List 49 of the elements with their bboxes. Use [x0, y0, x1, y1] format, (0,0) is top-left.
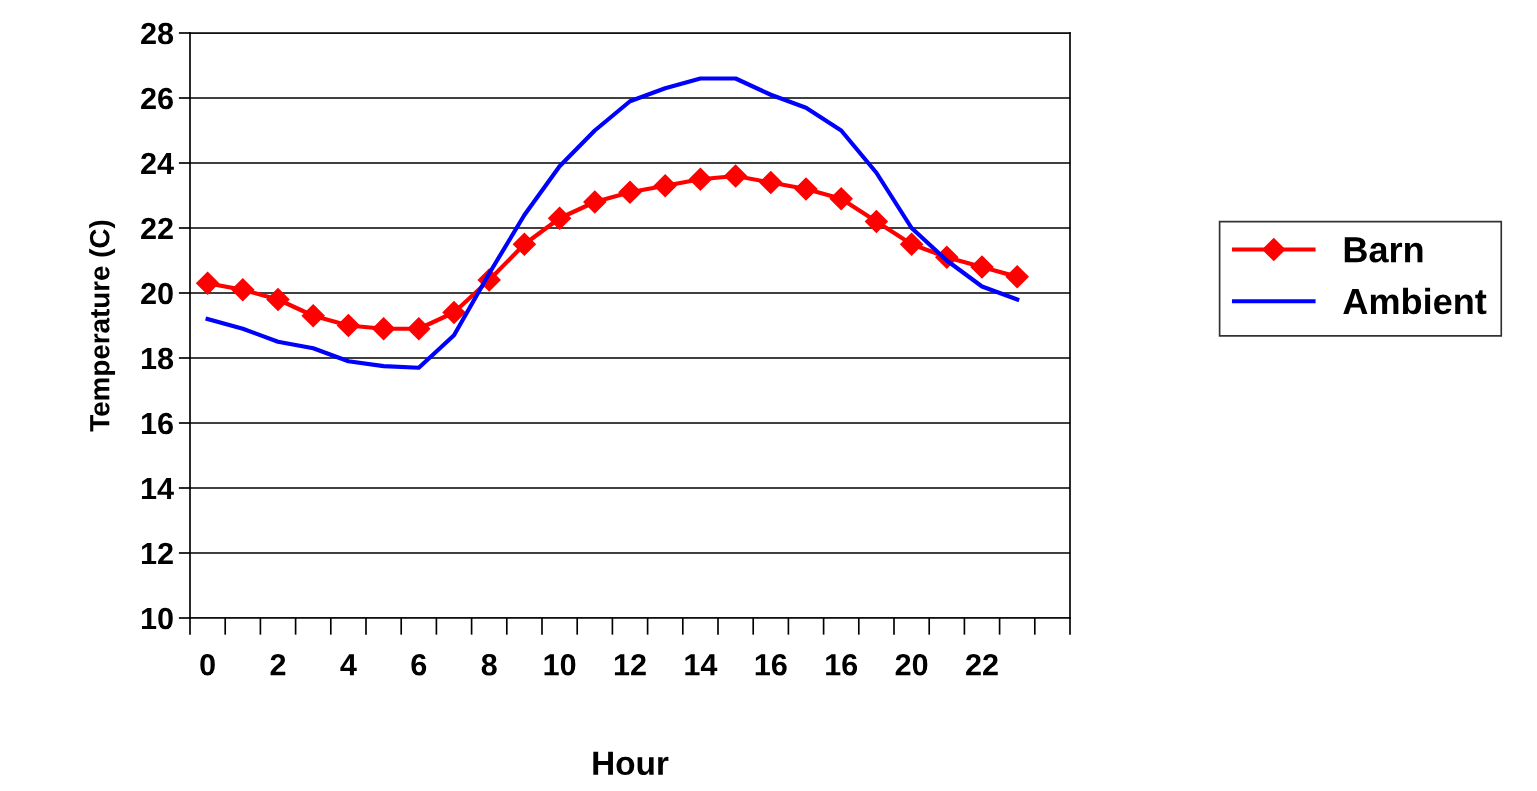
y-tick-label: 12	[141, 542, 173, 565]
x-tick-label: 16	[826, 653, 858, 676]
y-tick-label: 28	[141, 22, 174, 45]
x-tick-label: 22	[966, 653, 998, 676]
x-tick-label: 0	[200, 653, 215, 676]
point	[512, 232, 536, 256]
x-tick-label: 4	[340, 654, 357, 676]
y-tick-label: 10	[141, 607, 173, 630]
x-tick-label: 2	[270, 653, 286, 676]
point	[336, 314, 360, 337]
point	[266, 288, 290, 311]
point	[759, 171, 783, 194]
legend-label: Ambient	[1343, 287, 1487, 315]
point	[900, 232, 924, 256]
x-tick-label: 16	[755, 653, 787, 676]
x-axis-title: Hour	[593, 751, 669, 776]
point	[864, 210, 888, 233]
legend-label: Barn	[1344, 237, 1423, 263]
point	[618, 180, 642, 204]
point	[231, 278, 255, 302]
x-tick-label: 20	[895, 653, 928, 676]
y-tick-label: 20	[141, 282, 173, 305]
point	[829, 187, 853, 211]
point	[548, 206, 572, 230]
y-tick-label: 18	[141, 347, 174, 370]
point	[794, 177, 818, 201]
x-tick-label: 12	[614, 653, 646, 676]
point	[301, 304, 325, 328]
point	[407, 317, 431, 341]
y-tick-label: 14	[141, 478, 174, 500]
y-tick-label: 16	[141, 412, 173, 435]
x-tick-label: 14	[685, 654, 718, 676]
point	[653, 174, 677, 198]
x-tick-label: 6	[411, 653, 427, 676]
point	[688, 167, 712, 191]
y-tick-label: 26	[141, 87, 173, 110]
point	[970, 255, 994, 279]
y-tick-label: 24	[141, 152, 174, 175]
point	[442, 301, 466, 324]
y-axis-title: Temperature (C)	[89, 220, 116, 432]
y-tick-label: 22	[141, 217, 173, 240]
point	[372, 317, 396, 341]
point	[583, 190, 607, 214]
x-tick-label: 8	[481, 653, 497, 676]
point	[1005, 265, 1029, 289]
line-series	[205, 76, 1020, 370]
point	[196, 271, 220, 295]
point	[724, 164, 748, 188]
x-tick-label: 10	[544, 653, 576, 676]
